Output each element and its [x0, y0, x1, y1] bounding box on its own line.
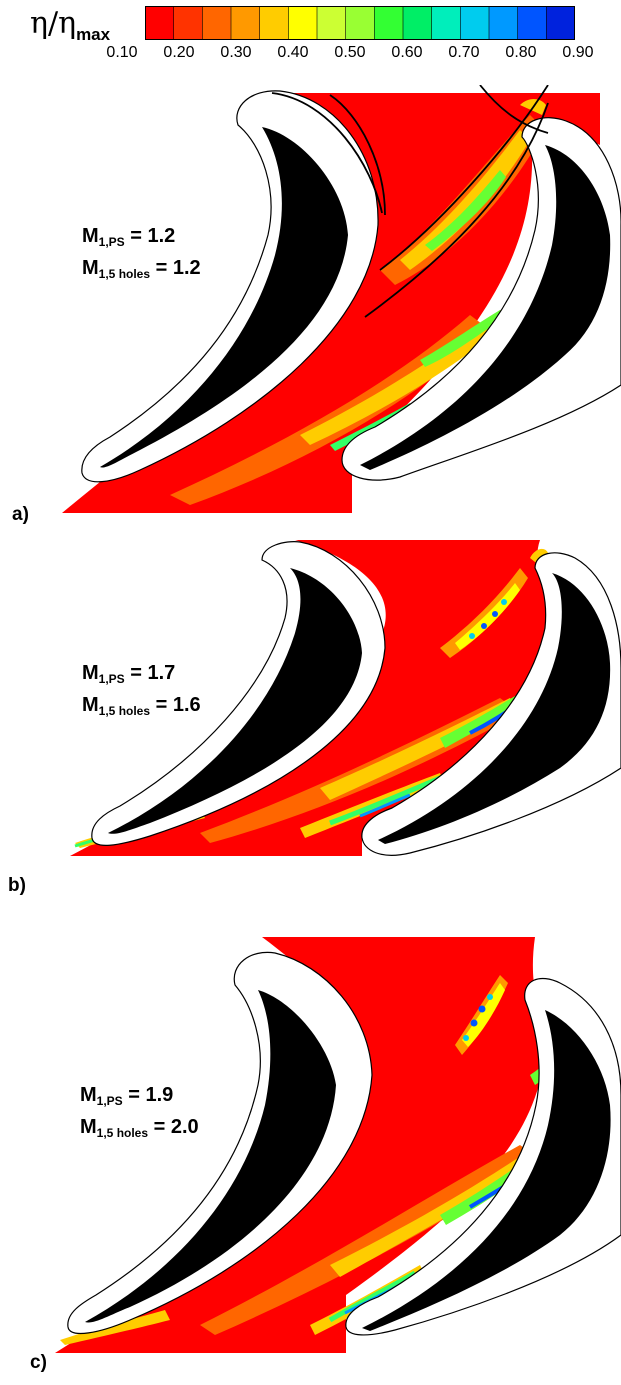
blowing-ratio-b: M1,PS = 1.7 M1,5 holes = 1.6	[82, 660, 201, 724]
m-ps-c: M1,PS = 1.9	[80, 1084, 174, 1108]
colorbar-ticks: 0.10 0.20 0.30 0.40 0.50 0.60 0.70 0.80 …	[106, 44, 593, 64]
contour-panel-a	[62, 85, 621, 513]
m-holes-c: M1,5 holes = 2.0	[80, 1116, 199, 1140]
panel-label-b: b)	[8, 875, 26, 896]
panel-label-a: a)	[12, 504, 29, 525]
tick-label: 0.90	[562, 44, 594, 61]
tick-label: 0.20	[163, 44, 195, 61]
colorbar-cell	[173, 6, 204, 40]
tick-label: 0.50	[334, 44, 366, 61]
blowing-ratio-c: M1,PS = 1.9 M1,5 holes = 2.0	[80, 1082, 199, 1146]
contour-panel-b	[70, 540, 621, 856]
m-holes-b: M1,5 holes = 1.6	[82, 694, 201, 718]
colorbar-cell	[316, 6, 347, 40]
colorbar-cell	[460, 6, 490, 40]
m-ps-b: M1,PS = 1.7	[82, 662, 176, 686]
colorbar-cell	[145, 6, 175, 40]
blowing-ratio-a: M1,PS = 1.2 M1,5 holes = 1.2	[82, 223, 201, 287]
contour-panel-c	[55, 937, 621, 1353]
colorbar	[145, 6, 575, 40]
tick-label: 0.60	[391, 44, 423, 61]
colorbar-cell	[488, 6, 519, 40]
colorbar-cell	[431, 6, 462, 40]
tick-label: 0.80	[505, 44, 537, 61]
tick-label: 0.10	[106, 44, 138, 61]
colorbar-cell	[402, 6, 433, 40]
tick-label: 0.40	[277, 44, 309, 61]
panel-label-c: c)	[30, 1352, 47, 1373]
colorbar-cell	[345, 6, 376, 40]
colorbar-cell	[517, 6, 548, 40]
colorbar-cell	[259, 6, 290, 40]
colorbar-cell	[202, 6, 232, 40]
colorbar-cell	[374, 6, 404, 40]
colorbar-cell	[546, 6, 575, 40]
tick-label: 0.30	[220, 44, 252, 61]
colorbar-cell	[288, 6, 318, 40]
m-ps-a: M1,PS = 1.2	[82, 225, 176, 249]
m-holes-a: M1,5 holes = 1.2	[82, 257, 201, 281]
tick-label: 0.70	[448, 44, 480, 61]
colorbar-cell	[230, 6, 261, 40]
colorbar-symbol: η/ηmax	[30, 6, 111, 44]
